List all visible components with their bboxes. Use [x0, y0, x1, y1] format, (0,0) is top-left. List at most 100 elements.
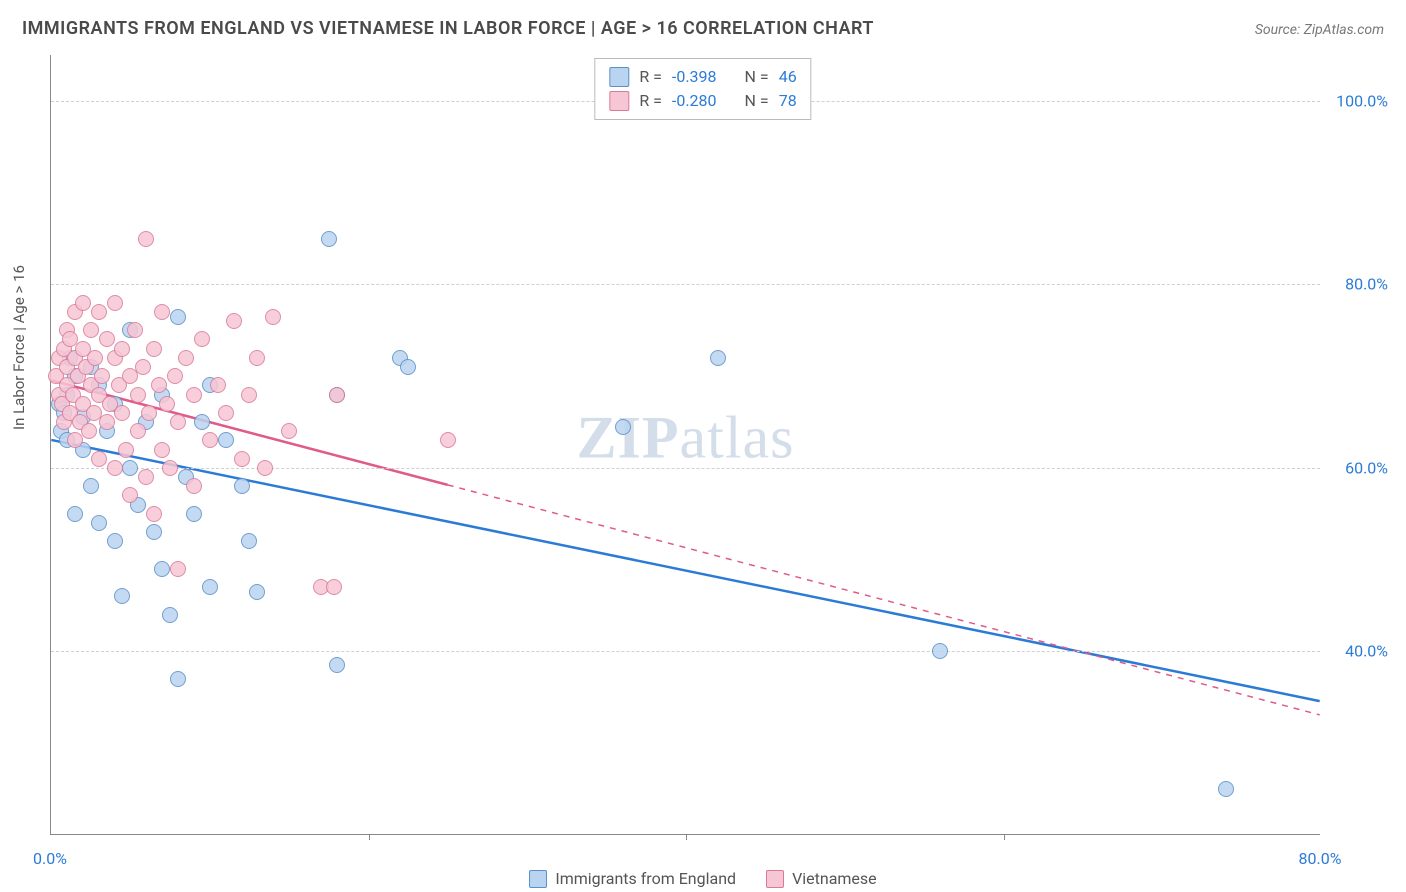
source-label: Source:: [1255, 22, 1300, 38]
scatter-point-vietnamese: [265, 309, 281, 325]
x-tick-label: 0.0%: [33, 849, 67, 868]
stat-n-value: 46: [779, 65, 797, 89]
scatter-point-vietnamese: [146, 341, 162, 357]
source-attribution: Source: ZipAtlas.com: [1255, 22, 1384, 38]
x-tick-minor: [1004, 834, 1005, 840]
scatter-point-vietnamese: [122, 487, 138, 503]
stat-r-value: -0.280: [672, 89, 717, 113]
watermark: ZIPatlas: [577, 403, 795, 472]
scatter-point-england: [194, 414, 210, 430]
scatter-point-england: [67, 506, 83, 522]
scatter-point-vietnamese: [326, 579, 342, 595]
legend-swatch: [609, 67, 629, 87]
scatter-point-england: [218, 432, 234, 448]
scatter-point-vietnamese: [159, 396, 175, 412]
scatter-point-england: [400, 359, 416, 375]
scatter-point-vietnamese: [91, 451, 107, 467]
legend-swatch: [766, 870, 784, 888]
scatter-point-vietnamese: [130, 387, 146, 403]
scatter-point-england: [1218, 781, 1234, 797]
scatter-point-vietnamese: [234, 451, 250, 467]
stat-n-label: N =: [745, 65, 769, 89]
scatter-point-england: [162, 607, 178, 623]
scatter-point-england: [146, 524, 162, 540]
legend-label: Immigrants from England: [555, 869, 736, 888]
scatter-point-vietnamese: [167, 368, 183, 384]
scatter-point-england: [170, 309, 186, 325]
scatter-point-england: [122, 460, 138, 476]
stats-row-vietnamese: R =-0.280N =78: [609, 89, 796, 113]
scatter-point-vietnamese: [162, 460, 178, 476]
scatter-point-vietnamese: [107, 295, 123, 311]
legend-swatch: [609, 91, 629, 111]
scatter-point-vietnamese: [135, 359, 151, 375]
scatter-point-england: [202, 579, 218, 595]
scatter-point-england: [107, 533, 123, 549]
y-tick-label: 40.0%: [1345, 642, 1388, 661]
stat-r-label: R =: [639, 65, 662, 89]
y-axis-label: In Labor Force | Age > 16: [10, 265, 28, 430]
legend-swatch: [529, 870, 547, 888]
x-tick-minor: [686, 834, 687, 840]
scatter-point-england: [249, 584, 265, 600]
scatter-point-vietnamese: [257, 460, 273, 476]
y-tick-label: 100.0%: [1336, 91, 1388, 110]
scatter-point-england: [114, 588, 130, 604]
scatter-point-vietnamese: [83, 322, 99, 338]
plot-area: ZIPatlas: [50, 55, 1320, 835]
scatter-point-vietnamese: [154, 442, 170, 458]
legend-item-vietnamese: Vietnamese: [766, 869, 877, 888]
legend-item-england: Immigrants from England: [529, 869, 736, 888]
x-tick-minor: [369, 834, 370, 840]
scatter-point-vietnamese: [67, 432, 83, 448]
scatter-point-england: [91, 515, 107, 531]
scatter-point-england: [154, 561, 170, 577]
stats-legend-box: R = -0.398 N = 46R = -0.280 N = 78: [594, 58, 811, 120]
y-tick-label: 80.0%: [1345, 275, 1388, 294]
gridline-horizontal: [51, 651, 1320, 652]
scatter-point-vietnamese: [226, 313, 242, 329]
scatter-point-vietnamese: [99, 414, 115, 430]
scatter-point-vietnamese: [138, 469, 154, 485]
stats-row-england: R = -0.398 N = 46: [609, 65, 796, 89]
scatter-point-vietnamese: [440, 432, 456, 448]
watermark-prefix: ZIP: [577, 404, 680, 470]
scatter-point-vietnamese: [186, 478, 202, 494]
scatter-point-vietnamese: [170, 561, 186, 577]
scatter-point-england: [83, 478, 99, 494]
scatter-point-vietnamese: [94, 368, 110, 384]
scatter-point-vietnamese: [107, 460, 123, 476]
scatter-point-vietnamese: [87, 350, 103, 366]
stat-r-label: R =: [639, 89, 662, 113]
source-name: ZipAtlas.com: [1304, 22, 1384, 38]
scatter-point-vietnamese: [99, 331, 115, 347]
scatter-point-vietnamese: [130, 423, 146, 439]
scatter-point-vietnamese: [138, 231, 154, 247]
stat-r-value: -0.398: [672, 65, 717, 89]
bottom-legend: Immigrants from England Vietnamese: [0, 869, 1406, 888]
scatter-point-england: [170, 671, 186, 687]
gridline-horizontal: [51, 284, 1320, 285]
scatter-point-vietnamese: [194, 331, 210, 347]
scatter-point-vietnamese: [329, 387, 345, 403]
trend-line-extrapolated-vietnamese: [448, 485, 1320, 715]
scatter-point-vietnamese: [118, 442, 134, 458]
scatter-point-vietnamese: [114, 341, 130, 357]
scatter-point-vietnamese: [154, 304, 170, 320]
scatter-point-vietnamese: [210, 377, 226, 393]
scatter-point-vietnamese: [202, 432, 218, 448]
scatter-point-vietnamese: [218, 405, 234, 421]
gridline-horizontal: [51, 468, 1320, 469]
x-tick-label: 80.0%: [1299, 849, 1342, 868]
scatter-point-vietnamese: [178, 350, 194, 366]
scatter-point-vietnamese: [146, 506, 162, 522]
watermark-suffix: atlas: [680, 404, 795, 470]
scatter-point-vietnamese: [281, 423, 297, 439]
stat-n-value: 78: [779, 89, 797, 113]
scatter-point-vietnamese: [141, 405, 157, 421]
scatter-point-vietnamese: [170, 414, 186, 430]
scatter-point-england: [932, 643, 948, 659]
scatter-point-england: [186, 506, 202, 522]
scatter-point-vietnamese: [75, 295, 91, 311]
scatter-point-england: [329, 657, 345, 673]
